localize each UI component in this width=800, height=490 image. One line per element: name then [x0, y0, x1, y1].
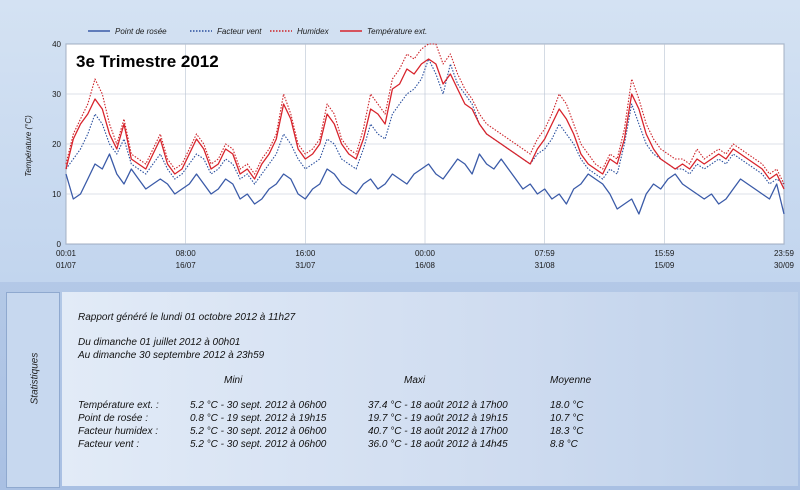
x-tick-time: 16:00 — [295, 249, 316, 258]
row-mini: 0.8 °C - 19 sept. 2012 à 19h15 — [190, 413, 327, 424]
statistics-side-tab: Statistiques — [6, 292, 60, 488]
y-axis-title: Température (°C) — [24, 115, 33, 177]
temperature-chart: 0 10 20 30 40 00:01 01/07 08:00 16/07 16:00 31/07 0… — [24, 27, 795, 270]
row-label: Température ext. : — [78, 400, 159, 411]
x-tick-date: 01/07 — [56, 261, 77, 270]
row-label: Facteur humidex : — [78, 426, 159, 437]
y-tick-label: 0 — [57, 240, 62, 249]
x-tick-date: 15/09 — [654, 261, 675, 270]
x-tick-time: 07:59 — [535, 249, 556, 258]
y-tick-label: 20 — [52, 140, 61, 149]
row-moyenne: 18.3 °C — [550, 426, 584, 437]
row-maxi: 37.4 °C - 18 août 2012 à 17h00 — [368, 400, 508, 411]
row-maxi: 36.0 °C - 18 août 2012 à 14h45 — [368, 439, 508, 450]
period-to-text: Au dimanche 30 septembre 2012 à 23h59 — [78, 350, 265, 361]
y-tick-label: 40 — [52, 40, 61, 49]
header-moyenne: Moyenne — [550, 375, 592, 386]
x-tick-date: 31/08 — [535, 261, 556, 270]
series-line-3 — [65, 58, 785, 190]
legend-label: Humidex — [297, 27, 330, 36]
row-mini: 5.2 °C - 30 sept. 2012 à 06h00 — [190, 400, 327, 411]
row-moyenne: 10.7 °C — [550, 413, 584, 424]
chart-title: 3e Trimestre 2012 — [76, 52, 219, 71]
row-maxi: 40.7 °C - 18 août 2012 à 17h00 — [368, 426, 508, 437]
x-tick-time: 08:00 — [176, 249, 197, 258]
legend-label: Température ext. — [367, 27, 427, 36]
x-tick-date: 31/07 — [295, 261, 316, 270]
row-label: Facteur vent : — [78, 439, 140, 450]
statistics-panel: Statistiques Rapport généré le lundi 01 … — [0, 290, 800, 490]
x-tick-time: 00:00 — [415, 249, 436, 258]
row-mini: 5.2 °C - 30 sept. 2012 à 06h00 — [190, 439, 327, 450]
row-mini: 5.2 °C - 30 sept. 2012 à 06h00 — [190, 426, 327, 437]
chart-panel: 0 10 20 30 40 00:01 01/07 08:00 16/07 16:00 31/07 0… — [0, 0, 800, 282]
legend-label: Point de rosée — [115, 27, 167, 36]
header-mini: Mini — [224, 375, 243, 386]
x-tick-time: 15:59 — [654, 249, 675, 258]
series-line-0 — [65, 153, 785, 215]
period-from-text: Du dimanche 01 juillet 2012 à 00h01 — [78, 337, 241, 348]
legend-label: Facteur vent — [217, 27, 262, 36]
row-moyenne: 18.0 °C — [550, 400, 584, 411]
x-tick-time: 23:59 — [774, 249, 795, 258]
y-tick-label: 10 — [52, 190, 61, 199]
x-tick-date: 30/09 — [774, 261, 795, 270]
statistics-side-label: Statistiques — [29, 352, 41, 405]
row-label: Point de rosée : — [78, 413, 149, 424]
x-tick-date: 16/07 — [176, 261, 197, 270]
row-maxi: 19.7 °C - 19 août 2012 à 19h15 — [368, 413, 508, 424]
series-line-2 — [65, 43, 785, 185]
x-tick-time: 00:01 — [56, 249, 77, 258]
y-tick-label: 30 — [52, 90, 61, 99]
row-moyenne: 8.8 °C — [550, 439, 578, 450]
report-generated-text: Rapport généré le lundi 01 octobre 2012 … — [78, 312, 296, 323]
statistics-body: Rapport généré le lundi 01 octobre 2012 … — [62, 292, 798, 486]
x-tick-date: 16/08 — [415, 261, 436, 270]
header-maxi: Maxi — [404, 375, 426, 386]
